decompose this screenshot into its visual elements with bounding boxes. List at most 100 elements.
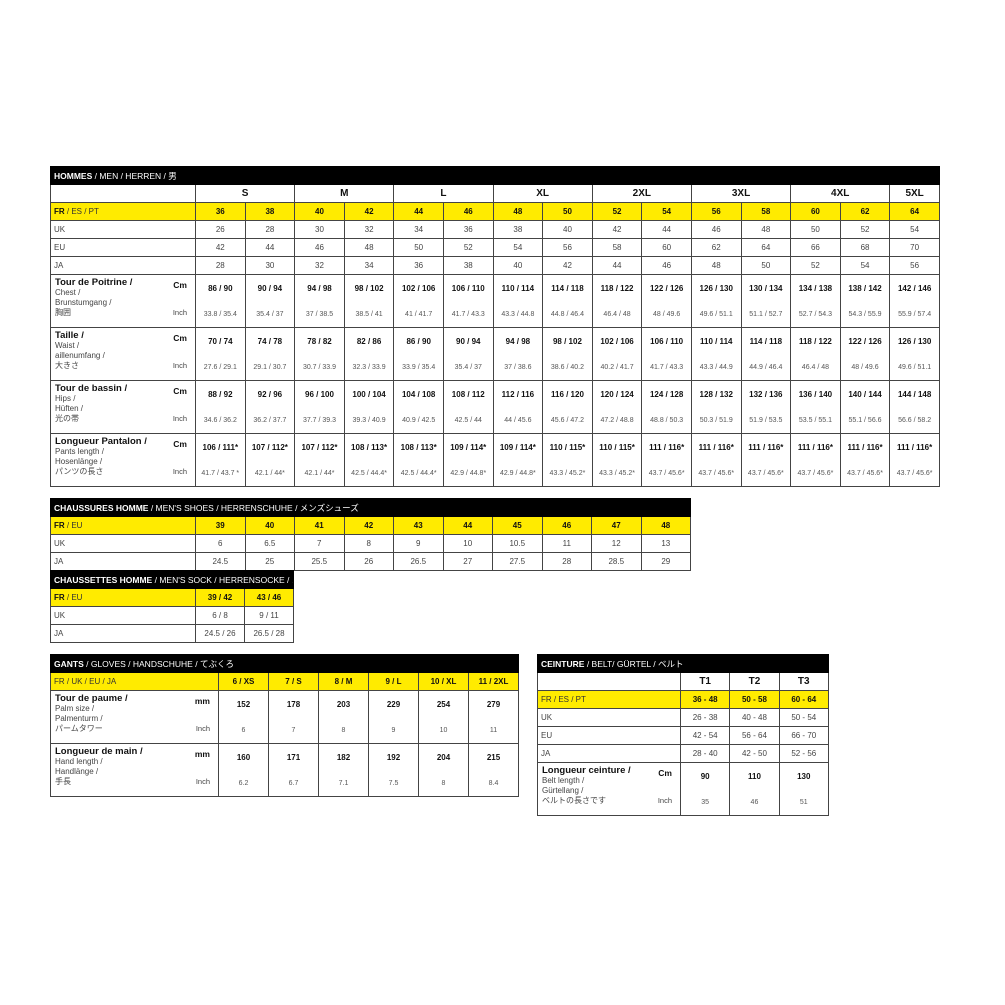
measure-cell: 204 (418, 743, 469, 770)
fr-rest: / EU (64, 521, 83, 530)
fr-size-cell: 60 - 64 (778, 690, 829, 709)
measure-label: Longueur Pantalon / Pants length / Hosenlä… (50, 433, 196, 487)
size-label: T1 (679, 672, 731, 691)
unit-primary: Cm (173, 333, 187, 343)
measure-label-line: Hosenlänge / (55, 457, 103, 466)
measure-inch-cell: 50.3 / 51.9 (690, 407, 742, 434)
measure-inch-cell: 46.4 / 48 (790, 354, 841, 381)
fr-row-label: FR / UK / EU / JA (50, 672, 219, 691)
measure-cell: 110 / 115* (591, 433, 643, 460)
title-translations: / MEN'S SOCK / HERRENSOCKE / メンズソックス (154, 574, 293, 585)
measure-inch-cell: 8 (318, 717, 369, 744)
measure-label-line: 大きさ (55, 361, 79, 370)
measure-cell: 70 / 74 (195, 327, 246, 354)
title-bold: CEINTURE (541, 658, 585, 669)
fr-bold: FR (54, 521, 65, 530)
measure-cell: 124 / 128 (641, 380, 692, 407)
measure-label: Tour de paume / Palm size / Palmenturm / パー… (50, 690, 219, 744)
size-cell: 42 (195, 238, 246, 257)
measure-inch-cell: 39.3 / 40.9 (343, 407, 395, 434)
measure-inch-cell: 55.1 / 56.6 (839, 407, 891, 434)
size-cell: 28 (244, 220, 296, 239)
size-cell: 10.5 (492, 534, 543, 553)
measure-row-primary: Taille / Waist / aillenumfang / 大きさ Cm Inch 70… (50, 327, 940, 381)
measure-cell: 92 / 96 (244, 380, 296, 407)
unit-primary: Cm (658, 768, 672, 778)
unit-inch: Inch (172, 414, 187, 423)
size-cell: 64 (740, 238, 792, 257)
row-label: JA (50, 552, 196, 571)
measure-inch-cell: 51 (778, 789, 829, 816)
conversion-row: EU 42 44 46 48 50 52 54 56 58 60 62 64 66 68 70 (50, 238, 940, 257)
size-cell: 42 (542, 256, 593, 275)
size-cell: 28 - 40 (679, 744, 731, 763)
size-cell: 62 (690, 238, 742, 257)
row-label: EU (50, 238, 196, 257)
measure-cell: 111 / 116* (641, 433, 692, 460)
size-cell: 54 (889, 220, 940, 239)
measure-inch-cell: 42.5 / 44 (442, 407, 494, 434)
measure-cell: 109 / 114* (442, 433, 494, 460)
size-cell: 66 - 70 (778, 726, 829, 745)
measure-label-line: aillenumfang / (55, 351, 105, 360)
measure-inch-cell: 53.5 / 55.1 (790, 407, 841, 434)
fr-size-cell: 41 (294, 516, 345, 535)
size-cell: 28 (541, 552, 592, 571)
fr-size-cell: 39 (195, 516, 246, 535)
fr-row-label: FR / ES / PT (537, 690, 681, 709)
unit-inch: Inch (195, 777, 210, 786)
measure-row-inch: 33.8 / 35.4 35.4 / 37 37 / 38.5 38.5 / 41 41… (51, 301, 940, 328)
title-translations: / MEN / HERREN / 男 (92, 170, 177, 181)
measure-label-line: Longueur ceinture / (542, 765, 631, 776)
conversion-row: JA 28 30 32 34 36 38 40 42 44 46 48 50 52 54 56 (50, 256, 940, 275)
title-bold: HOMMES (54, 170, 93, 181)
measure-cell: 160 (218, 743, 269, 770)
fr-row-label: FR / EU (50, 516, 196, 535)
measure-cell: 110 / 114 (492, 274, 544, 301)
size-cell: 42 (591, 220, 643, 239)
size-cell: 28 (195, 256, 246, 275)
measure-label: Tour de bassin / Hips / Hüften / 光の帯 Cm Inch (50, 380, 196, 434)
measure-inch-cell: 51.1 / 52.7 (740, 301, 792, 328)
measure-row-inch: 6.2 6.7 7.1 7.5 8 8.4 (51, 770, 520, 797)
measure-cell: 94 / 98 (294, 274, 345, 301)
size-cell: 68 (839, 238, 891, 257)
measure-cell: 254 (418, 690, 469, 717)
measure-label-line: 胸囲 (55, 308, 71, 317)
fr-size-cell: 40 (244, 516, 295, 535)
fr-size-row: FR / ES / PT 36 38 40 42 44 46 48 50 52 54 56 58 60 62… (50, 202, 940, 221)
measure-label-line: Palmenturm / (55, 714, 103, 723)
measure-cell: 279 (467, 690, 520, 717)
measure-label-line: Taille / (55, 330, 84, 341)
measure-inch-cell: 51.9 / 53.5 (740, 407, 792, 434)
measure-inch-cell: 46 (729, 789, 780, 816)
measure-inch-cell: 43.7 / 45.6* (839, 460, 891, 487)
measure-inch-cell: 43.7 / 45.6* (790, 460, 841, 487)
measure-cell: 118 / 122 (591, 274, 643, 301)
measure-cell: 90 / 94 (244, 274, 296, 301)
fr-size-cell: 6 / XS (218, 672, 269, 691)
measure-inch-cell: 6.2 (218, 770, 269, 797)
measure-label-line: Tour de bassin / (55, 383, 128, 394)
fr-size-cell: 52 (591, 202, 643, 221)
unit-inch: Inch (172, 361, 187, 370)
fr-rest: / ES / PT (64, 207, 99, 216)
measure-inch-cell: 35.4 / 37 (442, 354, 494, 381)
size-cell: 66 (790, 238, 841, 257)
measure-inch-cell: 7.1 (318, 770, 369, 797)
size-cell: 6 (195, 534, 246, 553)
measure-inch-cell: 41.7 / 43.3 (442, 301, 494, 328)
size-cell: 48 (690, 256, 742, 275)
size-cell: 50 (393, 238, 444, 257)
measure-inch-cell: 37 / 38.5 (294, 301, 345, 328)
fr-row-label: FR / EU (50, 588, 196, 607)
measure-cell: 107 / 112* (244, 433, 296, 460)
size-cell: 29 (640, 552, 692, 571)
fr-size-cell: 45 (492, 516, 543, 535)
measure-cell: 108 / 113* (393, 433, 444, 460)
measure-inch-cell: 38.6 / 40.2 (542, 354, 593, 381)
fr-size-cell: 36 (195, 202, 246, 221)
shoes-title: CHAUSSURES HOMME / MEN'S SHOES / HERRENS… (49, 498, 692, 517)
measure-cell: 94 / 98 (492, 327, 544, 354)
measure-cell: 138 / 142 (839, 274, 891, 301)
